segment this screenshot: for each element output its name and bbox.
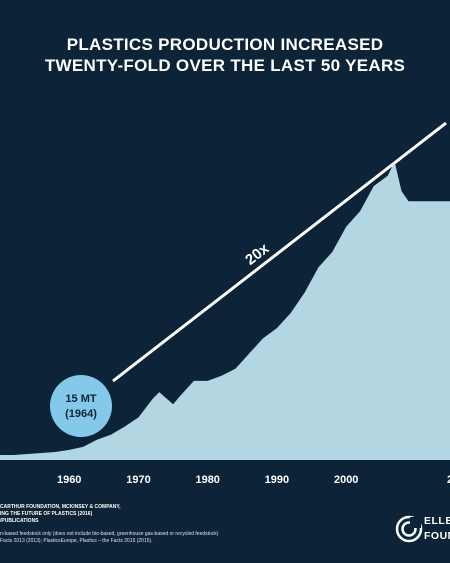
source-line-2: ING THE FUTURE OF PLASTICS (2016) (0, 511, 93, 517)
x-axis: 1960 1970 1980 1990 2000 (57, 474, 358, 486)
source-line-3: /PUBLICATIONS (0, 518, 39, 524)
x-tick-label: 2000 (334, 474, 358, 486)
x-tick-label: 1980 (195, 474, 219, 486)
note-line-2: Facts 2013 (2013); PlasticsEurope, Plast… (0, 538, 153, 544)
baseline-strip (0, 455, 450, 460)
start-value-label: 15 MT (65, 393, 96, 405)
title-line-2: TWENTY-FOLD OVER THE LAST 50 YEARS (44, 56, 406, 75)
title-line-1: PLASTICS PRODUCTION INCREASED (66, 35, 384, 54)
x-tick-label: 1990 (265, 474, 289, 486)
note-line-1: n-based feedstock only (does not include… (0, 531, 219, 537)
logo-text-line-2: FOUN (424, 530, 450, 542)
start-value-bubble (50, 375, 112, 437)
start-year-label: (1964) (65, 408, 97, 420)
growth-label: 20x (242, 240, 273, 269)
production-area (0, 161, 450, 455)
x-tick-label: 1970 (126, 474, 150, 486)
source-line-1: CARTHUR FOUNDATION, MCKINSEY & COMPANY, (0, 504, 121, 510)
growth-arrow-line (112, 121, 447, 383)
foundation-logo-icon (395, 515, 423, 543)
partial-tick-label: 2 (447, 474, 450, 486)
x-tick-label: 1960 (57, 474, 81, 486)
logo-text-line-1: ELLE (424, 515, 450, 527)
chart-title: PLASTICS PRODUCTION INCREASED TWENTY-FOL… (0, 34, 450, 76)
